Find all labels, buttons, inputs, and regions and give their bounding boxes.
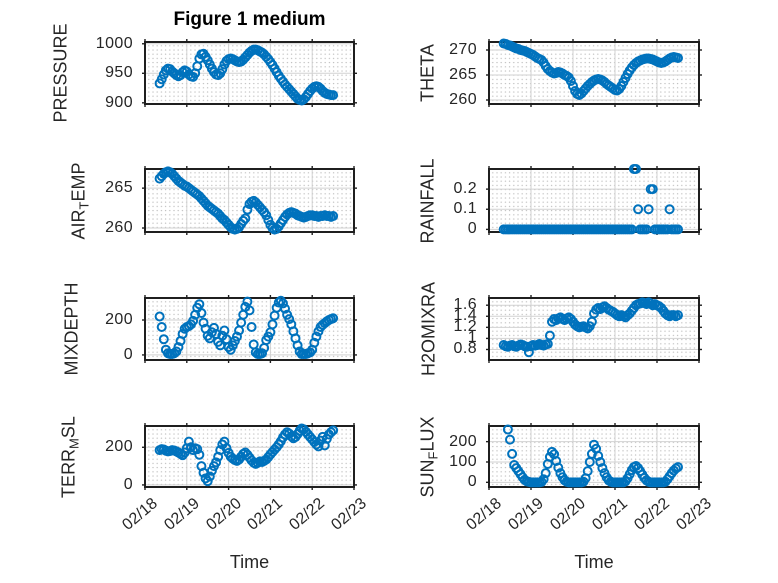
y-tick-label: 1.4 [453,307,477,325]
y-tick-label: 260 [449,91,477,108]
scatter-markers [154,166,339,235]
y-tick-label: 0.1 [453,200,477,218]
y-axis-title-text: H2OMIXRA [418,281,439,377]
tick-marks [486,295,702,363]
subplot-h2omixra: 0.8 1 1.2 1.4 1.6 H2OMIXRA [419,282,702,376]
y-axis-title-text: RAINFALL [417,157,438,244]
y-tick-label: 1000 [95,34,133,52]
y-axis-title-subscript: F [425,451,441,459]
axes-box [144,168,355,233]
subplot-canvas [142,166,357,235]
tick-marks [142,295,357,363]
tick-marks [142,423,357,490]
y-axis-title-text: EMP [68,162,89,202]
axes-box [488,41,700,105]
y-tick-label: 1.6 [453,296,477,314]
subplot-canvas [142,39,357,107]
tick-marks [142,166,357,235]
y-axis-title: SUNFLUX [418,416,441,497]
y-axis-title: RAINFALL [418,158,439,243]
scatter-markers [498,38,683,100]
subplot-canvas [142,295,357,363]
scatter-markers [498,164,683,235]
subplot-sun-flux: 0 100 200 SUNFLUX 02/18 02/19 02/20 02/21 02/22 0… [418,416,715,534]
subplot-canvas [486,38,702,107]
y-axis-title: THETA [418,44,439,102]
y-tick-label: 950 [105,64,133,82]
y-tick-label: 200 [105,311,133,328]
y-axis-title-text: SL [58,415,79,438]
y-tick-label: 0 [123,475,133,493]
y-axis-title: MIXDEPTH [62,282,83,375]
y-axis-title: PRESSURE [51,23,72,122]
y-tick-label: 265 [105,179,133,197]
subplot-pressure: 900 950 1000 PRESSURE [51,23,357,123]
axes-box [144,425,355,488]
tick-marks [142,39,357,107]
y-tick-label: 0 [467,220,477,238]
y-tick-label: 1 [467,329,477,347]
tick-marks [486,39,702,107]
subplot-canvas [486,423,702,490]
y-axis-title-subscript: T [76,201,92,209]
subplot-air-temp: 260 265 AIRTEMP [69,162,357,239]
y-axis-title: TERRMSL [59,416,82,498]
y-tick-label: 200 [105,438,133,456]
scatter-markers [502,424,683,488]
y-axis-title-subscript: M [66,437,82,449]
subplot-rainfall: 0 0.1 0.2 RAINFALL [418,158,702,243]
scatter-markers [154,423,339,487]
subplot-canvas [486,164,702,235]
y-tick-label: 0.2 [453,180,477,198]
x-axis-label-right: Time [574,552,614,572]
x-axis-label-left: Time [229,552,270,572]
y-axis-title-text: LUX [417,416,438,452]
scatter-markers [498,297,683,358]
y-axis-title: AIRTEMP [69,162,92,239]
tick-marks [486,423,702,490]
subplot-canvas [142,423,357,490]
y-tick-label: 0.8 [453,340,477,358]
y-tick-label: 260 [105,219,133,236]
axes-box [488,297,700,361]
axes-box [488,425,700,488]
y-axis-title-text: MIXDEPTH [61,282,82,376]
y-tick-label: 0 [123,345,133,363]
subplot-terr-msl: 0 200 TERRMSL 02/18 02/19 02/20 02/21 02/22 02/2… [59,416,370,534]
y-axis-title-text: AIR [68,208,89,239]
y-tick-label: 270 [449,41,477,59]
subplot-canvas [486,295,702,363]
y-axis-title-text: TERR [58,448,79,498]
y-tick-label: 100 [449,452,477,470]
y-axis-title: H2OMIXRA [419,282,440,376]
scatter-markers [154,295,339,360]
y-axis-title-text: THETA [417,44,438,102]
minor-grid [489,169,699,232]
subplot-mixdepth: 0 200 MIXDEPTH [62,282,357,376]
y-axis-title-text: SUN [417,458,438,497]
scatter-markers [154,44,339,106]
y-tick-label: 265 [449,66,477,83]
y-tick-label: 0 [467,473,477,491]
y-tick-label: 1.2 [453,318,477,336]
y-tick-label: 900 [105,93,133,111]
subplot-theta: 260 265 270 THETA [418,38,702,108]
figure-title: Figure 1 medium [173,9,326,30]
y-axis-title-text: PRESSURE [50,23,71,123]
y-tick-label: 200 [449,432,477,450]
